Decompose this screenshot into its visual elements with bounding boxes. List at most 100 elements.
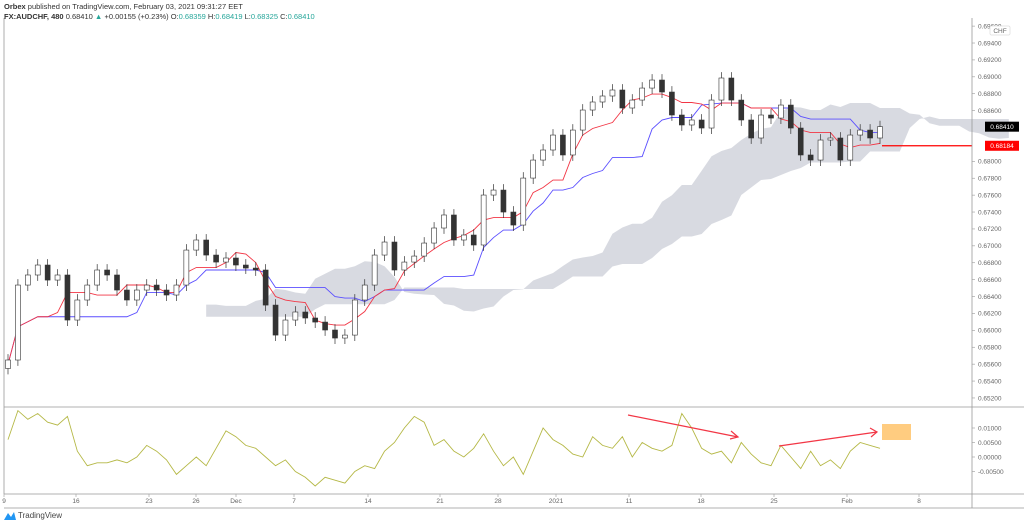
divergence-arrow-down[interactable] [627, 414, 740, 440]
price-tick-label: 0.65400 [978, 378, 1002, 385]
symbol-label[interactable]: FX:AUDCHF, 480 [4, 12, 64, 21]
currency-label: CHF [993, 28, 1006, 35]
candle-body [94, 269, 100, 286]
osc-tick-label: 0.00500 [978, 440, 1002, 447]
candle-body [381, 241, 388, 256]
candle-body [124, 289, 130, 301]
candle [837, 132, 844, 166]
price-tick-label: 0.65800 [978, 345, 1002, 352]
candle [104, 264, 110, 281]
time-tick-label: 8 [917, 498, 921, 505]
candle-body [579, 109, 586, 131]
candle [332, 324, 338, 344]
candle-body [44, 264, 51, 281]
candle-body [530, 159, 536, 179]
candle-body [352, 299, 358, 336]
candle [461, 229, 467, 246]
candle [619, 84, 626, 114]
logo-text: TradingView [18, 511, 63, 520]
candle [203, 234, 209, 261]
candle [262, 264, 269, 311]
candle [15, 279, 21, 366]
time-tick-label: 23 [145, 498, 153, 505]
candle-body [679, 114, 685, 126]
candle-body [758, 114, 764, 139]
candle-body [649, 79, 655, 89]
candle [639, 82, 645, 106]
high-label: H: [207, 12, 216, 21]
candle-body [470, 234, 477, 246]
price-tick-label: 0.69400 [978, 40, 1002, 47]
candle-body [233, 257, 239, 266]
candle-body [500, 189, 507, 213]
candle-body [788, 104, 794, 129]
candle [252, 262, 259, 276]
candle [124, 284, 130, 306]
candle [669, 86, 675, 121]
time-tick-label: 7 [292, 498, 296, 505]
candle-body [867, 129, 873, 139]
highlight-rectangle[interactable] [882, 424, 911, 440]
candle [74, 294, 81, 326]
candle [688, 114, 695, 131]
candle-body [797, 127, 804, 156]
candle-body [332, 329, 338, 339]
price-axis[interactable]: 0.696000.694000.692000.690000.688000.686… [972, 23, 1002, 402]
price-tick-label: 0.68600 [978, 108, 1002, 115]
oscillator-axis[interactable]: 0.01000 0.00500 0.00000 -0.00500 [972, 425, 1004, 476]
candle-body [837, 137, 844, 161]
candle [560, 129, 566, 161]
candle [381, 236, 388, 261]
candle [282, 314, 289, 341]
candle-body [807, 154, 814, 161]
candle-body [292, 311, 299, 321]
candle-body [153, 284, 160, 291]
time-tick-label: 26 [192, 498, 200, 505]
candle [5, 354, 11, 375]
currency-badge [989, 25, 1011, 36]
candle-body [272, 304, 279, 336]
candle [451, 209, 457, 246]
candle-body [748, 119, 754, 139]
candle [421, 237, 427, 262]
time-tick-label: Feb [841, 498, 853, 505]
candle [302, 306, 309, 324]
candle-body [817, 139, 824, 161]
price-tick-label: 0.67400 [978, 209, 1002, 216]
candle [679, 109, 685, 131]
tenkan-line [7, 93, 881, 365]
price-tick-label: 0.66400 [978, 294, 1002, 301]
candle [25, 269, 31, 291]
candle [371, 249, 378, 291]
candle [847, 129, 854, 166]
candle-body [688, 119, 695, 126]
candle [748, 114, 754, 144]
candle [659, 74, 665, 98]
time-tick-label: 16 [72, 498, 80, 505]
osc-tick-label: 0.01000 [978, 425, 1002, 432]
candle-body [609, 89, 616, 97]
candle-body [25, 274, 31, 286]
candle [609, 84, 616, 102]
published-text: published on TradingView.com, February 0… [27, 2, 243, 11]
price-tick-label: 0.66800 [978, 260, 1002, 267]
time-tick-label: 11 [626, 498, 633, 505]
candle [411, 250, 418, 268]
candle [510, 206, 517, 231]
candle [649, 74, 655, 94]
candle-body [441, 214, 447, 229]
candle-body [223, 257, 229, 263]
candle-body [312, 317, 318, 323]
publisher-name[interactable]: Orbex [4, 2, 26, 11]
time-tick-label: 28 [494, 498, 502, 505]
oscillator-line [7, 409, 881, 487]
candle-body [877, 126, 883, 139]
time-axis[interactable]: 9 16 23 26 Dec 7 14 21 28 2021 11 18 25 Feb 8 [2, 494, 921, 505]
candle-body [401, 261, 408, 271]
candle [877, 120, 883, 144]
tradingview-logo[interactable]: TradingView [4, 511, 62, 520]
price-tick-label: 0.67200 [978, 226, 1002, 233]
candle-body [520, 177, 527, 226]
divergence-arrow-up[interactable] [778, 427, 879, 447]
